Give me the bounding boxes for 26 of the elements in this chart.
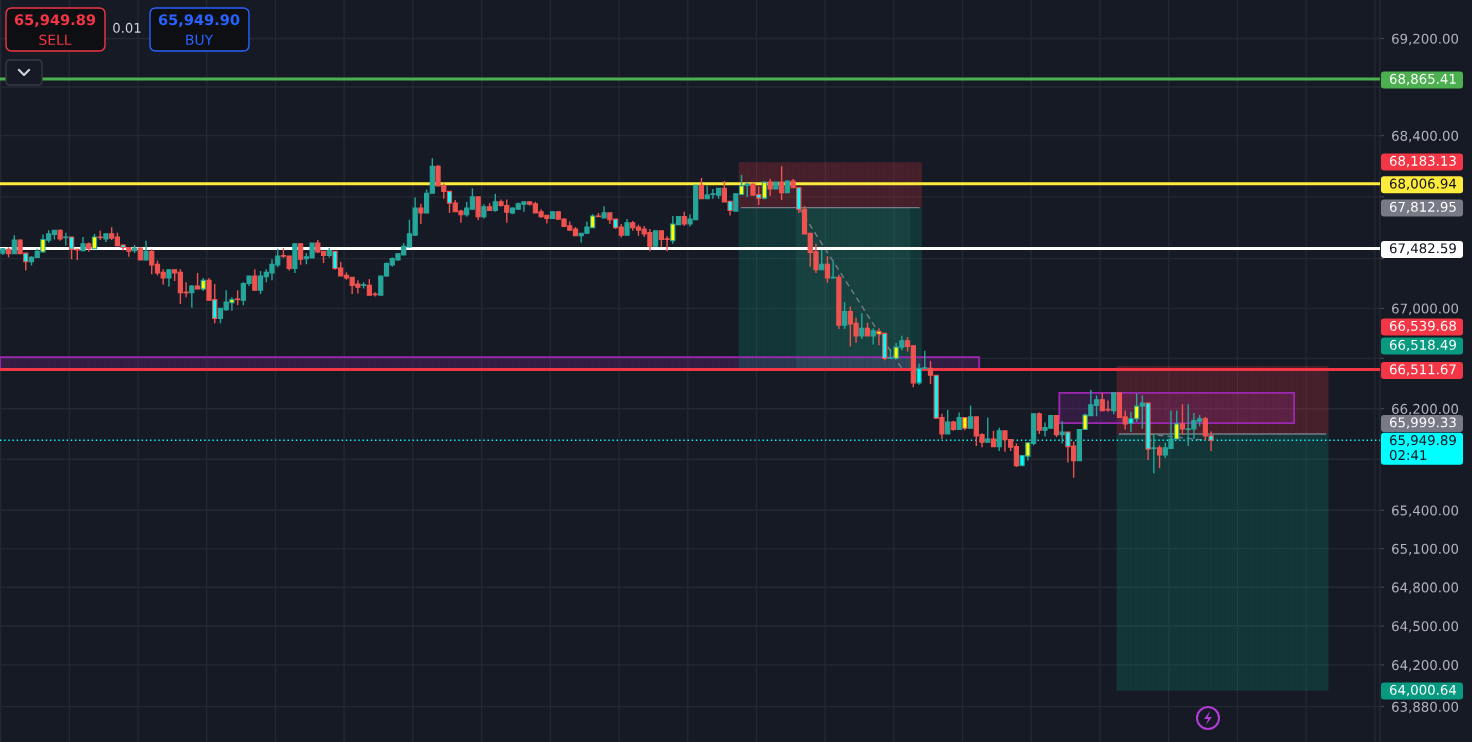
y-tick-label: 69,200.00 [1392, 33, 1459, 46]
y-tick-label: 67,000.00 [1392, 303, 1459, 315]
y-tick-label: 64,500.00 [1392, 621, 1459, 633]
ref-line-label: 67,482.59 [1389, 243, 1456, 255]
ref-line-label: 68,006.94 [1389, 178, 1457, 191]
annotation: SELL [39, 34, 72, 46]
text: 67,812.95 [1389, 201, 1456, 214]
y-tick-label: 65,100.00 [1392, 543, 1459, 556]
y-tick-label: 66,200.00 [1392, 403, 1459, 416]
y-tick-label: 63,880.00 [1392, 701, 1459, 714]
y-tick-label: 64,200.00 [1392, 660, 1459, 672]
annotation: 65,949.90 [158, 14, 240, 28]
y-tick-label: 68,400.00 [1392, 130, 1459, 143]
text: 68,183.13 [1389, 155, 1456, 168]
text: 65,999.33 [1389, 417, 1456, 429]
y-tick-label: 64,800.00 [1392, 582, 1459, 594]
text: 64,000.64 [1389, 684, 1457, 697]
annotation: BUY [186, 34, 214, 46]
y-tick-label: 65,400.00 [1392, 505, 1459, 517]
annotation: 65,949.89 [14, 14, 96, 28]
ref-line-label: 68,865.41 [1389, 73, 1456, 86]
text: 66,518.49 [1389, 339, 1456, 352]
annotation: 0.01 [113, 22, 141, 33]
ref-line-label: 65,949.89 02:41 [1389, 435, 1456, 461]
ref-line-label: 66,511.67 [1389, 364, 1456, 376]
text: 66,539.68 [1389, 320, 1456, 333]
